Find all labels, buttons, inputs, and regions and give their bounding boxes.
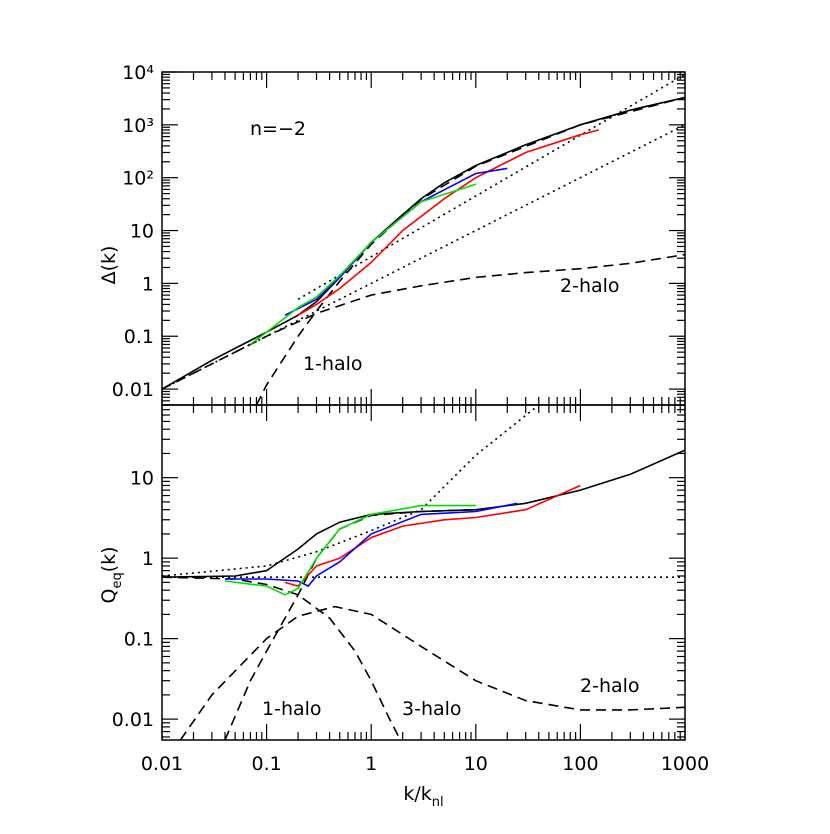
series-line [179, 605, 685, 740]
series-line [249, 183, 477, 346]
plot-frame [161, 404, 686, 741]
series-line [224, 508, 476, 740]
annotation: 2-halo [560, 275, 620, 297]
y-tick-label: 0.1 [124, 326, 154, 348]
series-line [255, 96, 685, 405]
series-line [162, 576, 402, 740]
series-line [297, 129, 599, 316]
x-tick-label: 100 [562, 753, 598, 775]
x-tick-label: 0.01 [141, 753, 183, 775]
annotation: 3-halo [402, 698, 462, 720]
x-axis-label: k/knl [403, 783, 443, 810]
y-axis-label: Qeq(k) [98, 546, 125, 603]
x-label-sub: nl [432, 795, 444, 810]
y-tick-label: 0.1 [124, 629, 154, 651]
series-line [284, 484, 581, 588]
series-line [162, 96, 685, 390]
x-tick-label: 10 [464, 753, 488, 775]
y-tick-label: 10 [130, 468, 154, 490]
y-tick-label: 0.01 [112, 709, 154, 731]
x-label-main: k/k [403, 783, 431, 805]
x-tick-label: 0.1 [251, 753, 281, 775]
plot-frame [161, 71, 686, 406]
series-line [284, 167, 508, 316]
y-tick-label: 1 [142, 548, 154, 570]
y-label-sub: eq [110, 572, 125, 588]
annotation: n=−2 [250, 118, 306, 140]
y-label-main: Q [98, 589, 120, 604]
series-line [225, 502, 518, 588]
y-tick-label: 10² [122, 168, 154, 190]
annotation: 1-halo [303, 353, 363, 375]
y-tick-label: 10 [130, 221, 154, 243]
y-tick-label: 10⁴ [122, 62, 154, 84]
series-line [162, 253, 685, 390]
series-line [297, 73, 685, 300]
y-axis-label: Δ(k) [98, 246, 120, 285]
x-tick-label: 1 [365, 753, 377, 775]
y-tick-label: 10³ [122, 115, 154, 137]
y-label-suffix: (k) [98, 546, 120, 572]
annotation: 2-halo [580, 675, 640, 697]
annotation: 1-halo [262, 698, 322, 720]
x-tick-label: 1000 [661, 753, 709, 775]
y-tick-label: 0.01 [112, 379, 154, 401]
y-tick-label: 1 [142, 273, 154, 295]
series-line [224, 504, 476, 596]
